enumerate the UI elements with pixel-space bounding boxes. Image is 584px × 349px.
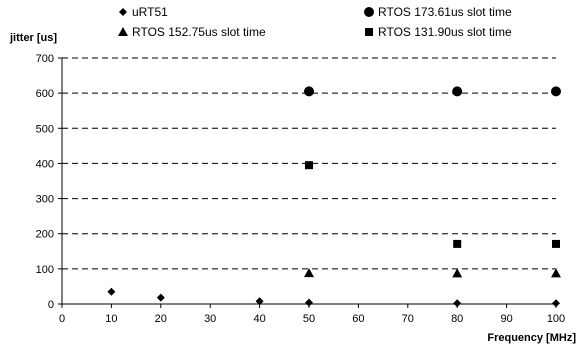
legend-label-square: RTOS 131.90us slot time — [378, 25, 512, 39]
data-point-diamond-10 — [107, 287, 116, 296]
x-tick-label-50: 50 — [303, 313, 315, 325]
legend: uRT51 RTOS 173.61us slot time RTOS 152.75u… — [118, 5, 512, 39]
y-tick-label-300: 300 — [36, 194, 54, 206]
data-point-square-80 — [453, 239, 462, 248]
data-point-square-50 — [305, 161, 313, 170]
y-tick-label-100: 100 — [36, 264, 54, 276]
data-point-diamond-100 — [552, 299, 560, 308]
y-axis-label: jitter [us] — [9, 32, 57, 44]
x-tick-label-90: 90 — [500, 313, 512, 325]
legend-label-circle: RTOS 173.61us slot time — [378, 5, 512, 19]
x-tick-label-10: 10 — [105, 313, 117, 325]
data-point-triangle-50 — [304, 268, 314, 278]
x-tick-label-60: 60 — [352, 313, 364, 325]
legend-marker-diamond — [119, 8, 127, 16]
x-axis-label: Frequency [MHz] — [487, 332, 576, 344]
x-tick-label-80: 80 — [451, 313, 463, 325]
legend-label-diamond: uRT51 — [132, 5, 168, 19]
data-point-circle-50 — [304, 86, 314, 97]
x-tick-label-100: 100 — [547, 313, 565, 325]
y-tick-label-0: 0 — [48, 299, 54, 311]
legend-marker-triangle — [118, 27, 128, 36]
legend-label-triangle: RTOS 152.75us slot time — [132, 25, 266, 39]
data-point-diamond-50 — [305, 298, 313, 307]
x-tick-label-70: 70 — [402, 313, 414, 325]
data-point-diamond-40 — [255, 297, 264, 306]
gridlines — [62, 57, 556, 270]
y-tick-label-600: 600 — [36, 88, 54, 100]
x-tick-label-30: 30 — [204, 313, 216, 325]
data-point-triangle-100 — [551, 268, 561, 278]
data-point-triangle-80 — [452, 268, 463, 278]
x-tick-label-20: 20 — [155, 313, 167, 325]
x-tick-labels: 0 10 20 30 40 50 60 70 80 90 100 — [59, 313, 565, 325]
data-points — [107, 86, 561, 308]
y-tick-label-400: 400 — [36, 158, 54, 170]
y-tick-label-700: 700 — [36, 53, 54, 65]
data-point-circle-80 — [452, 86, 463, 97]
y-tick-label-500: 500 — [36, 123, 54, 135]
data-point-square-100 — [552, 239, 560, 248]
legend-marker-circle — [364, 7, 374, 17]
y-tick-label-200: 200 — [36, 229, 54, 241]
legend-marker-square — [365, 28, 373, 36]
data-point-diamond-80 — [453, 299, 462, 308]
x-tick-label-40: 40 — [253, 313, 265, 325]
y-tick-labels: 0 100 200 300 400 500 600 700 — [36, 53, 54, 311]
x-tick-label-0: 0 — [59, 313, 65, 325]
data-point-circle-100 — [551, 86, 561, 97]
data-point-diamond-20 — [156, 293, 165, 302]
